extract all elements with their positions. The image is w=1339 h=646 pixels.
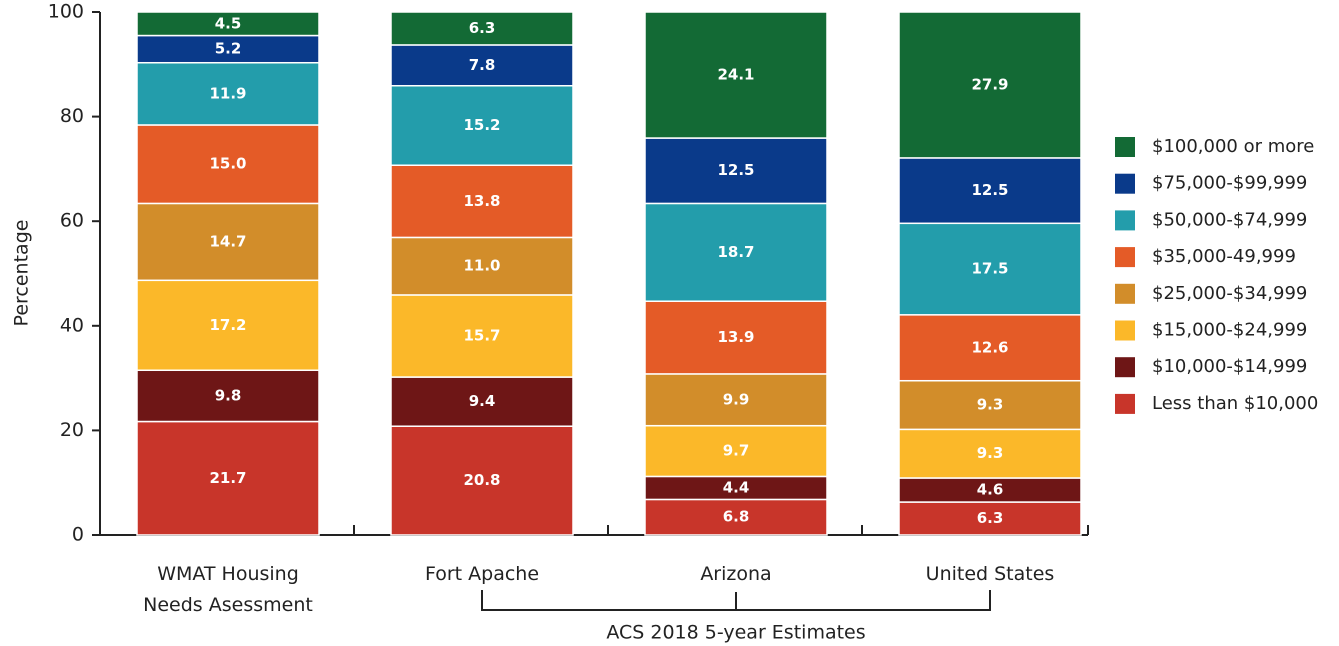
data-label: 18.7 <box>717 243 754 261</box>
bar-segment <box>898 428 1082 479</box>
data-label: 11.9 <box>209 84 246 102</box>
data-label: 12.5 <box>717 161 754 179</box>
y-tick-label: 20 <box>60 419 84 441</box>
legend-swatch <box>1115 210 1135 231</box>
bar-segment <box>390 11 574 46</box>
x-tick-label: Fort Apache <box>424 563 540 585</box>
data-label: 13.8 <box>463 192 500 210</box>
bar-segment <box>136 420 320 536</box>
legend-label: $50,000-$74,999 <box>1152 209 1307 230</box>
data-label: 5.2 <box>215 40 242 58</box>
bar-segment <box>644 11 828 139</box>
bar-segment <box>644 202 828 302</box>
bar-segment <box>898 11 1082 159</box>
bar-segment <box>136 61 320 126</box>
legend-swatch <box>1115 137 1135 157</box>
legend-label: $25,000-$34,999 <box>1152 283 1307 304</box>
annotation: ACS 2018 5-year Estimates <box>606 622 865 644</box>
legend-swatch <box>1115 173 1135 194</box>
data-label: 9.3 <box>977 396 1004 414</box>
y-tick-label: 100 <box>48 1 84 23</box>
bar-segment <box>644 300 828 375</box>
bar-segment <box>644 373 828 427</box>
bar-segment <box>644 498 828 536</box>
bar-segment <box>136 11 320 37</box>
data-label: 20.8 <box>463 471 500 489</box>
data-label: 9.3 <box>977 444 1004 462</box>
data-label: 6.3 <box>977 509 1004 527</box>
x-tick-label: Arizona <box>700 563 772 585</box>
bar-segment <box>390 44 574 87</box>
data-label: 11.0 <box>463 257 500 275</box>
legend-label: $75,000-$99,999 <box>1152 173 1307 194</box>
legend-label: $35,000-49,999 <box>1152 246 1296 267</box>
bar-segment <box>898 477 1082 503</box>
bar-segment <box>644 137 828 205</box>
x-tick-label: WMAT Housing Needs Asessment <box>143 563 313 616</box>
data-label: 7.8 <box>469 56 496 74</box>
y-tick-label: 60 <box>60 210 84 232</box>
bracket <box>481 590 991 611</box>
bar-segment <box>390 236 574 296</box>
data-label: 4.6 <box>977 481 1004 499</box>
bar-segment <box>390 376 574 427</box>
data-label: 15.7 <box>463 326 500 344</box>
bar-segment <box>136 124 320 205</box>
bar-segment <box>136 34 320 64</box>
legend-swatch <box>1115 357 1135 378</box>
data-label: 27.9 <box>971 75 1008 93</box>
data-label: 6.3 <box>469 19 496 37</box>
legend-label: $15,000-$24,999 <box>1152 320 1307 341</box>
data-label: 17.2 <box>209 316 246 334</box>
legend-swatch <box>1115 283 1135 304</box>
bar-segment <box>390 294 574 378</box>
legend-label: Less than $10,000 <box>1152 393 1318 414</box>
bar-segment <box>898 157 1082 225</box>
bar-segment <box>390 164 574 239</box>
data-label: 14.7 <box>209 232 246 250</box>
y-tick-label: 80 <box>60 105 84 127</box>
data-label: 4.5 <box>215 14 242 32</box>
data-label: 6.8 <box>723 508 750 526</box>
data-label: 13.9 <box>717 328 754 346</box>
bar-segment <box>898 222 1082 316</box>
data-label: 9.7 <box>723 442 750 460</box>
legend-label: $100,000 or more <box>1152 136 1314 157</box>
bar-segment <box>898 314 1082 382</box>
bar-segment <box>390 84 574 166</box>
legend-swatch <box>1115 320 1135 341</box>
y-axis-label: Percentage <box>11 220 33 327</box>
data-label: 21.7 <box>209 469 246 487</box>
data-label: 12.6 <box>971 338 1008 356</box>
data-label: 9.4 <box>469 392 496 410</box>
bar-segment <box>898 501 1082 536</box>
bar-segment <box>898 379 1082 431</box>
data-label: 4.4 <box>723 478 750 496</box>
y-tick-label: 40 <box>60 314 84 336</box>
legend-swatch <box>1115 393 1135 414</box>
data-label: 17.5 <box>971 260 1008 278</box>
data-label: 15.2 <box>463 116 500 134</box>
data-label: 15.0 <box>209 155 246 173</box>
x-tick-label: United States <box>925 563 1055 585</box>
y-tick-label: 0 <box>72 524 84 546</box>
data-label: 12.5 <box>971 181 1008 199</box>
data-label: 9.9 <box>723 390 750 408</box>
bar-segment <box>644 424 828 478</box>
legend-label: $10,000-$14,999 <box>1152 356 1307 377</box>
data-label: 9.8 <box>215 386 242 404</box>
bar-segment <box>390 425 574 536</box>
legend-swatch <box>1115 247 1135 268</box>
data-label: 24.1 <box>717 66 754 84</box>
